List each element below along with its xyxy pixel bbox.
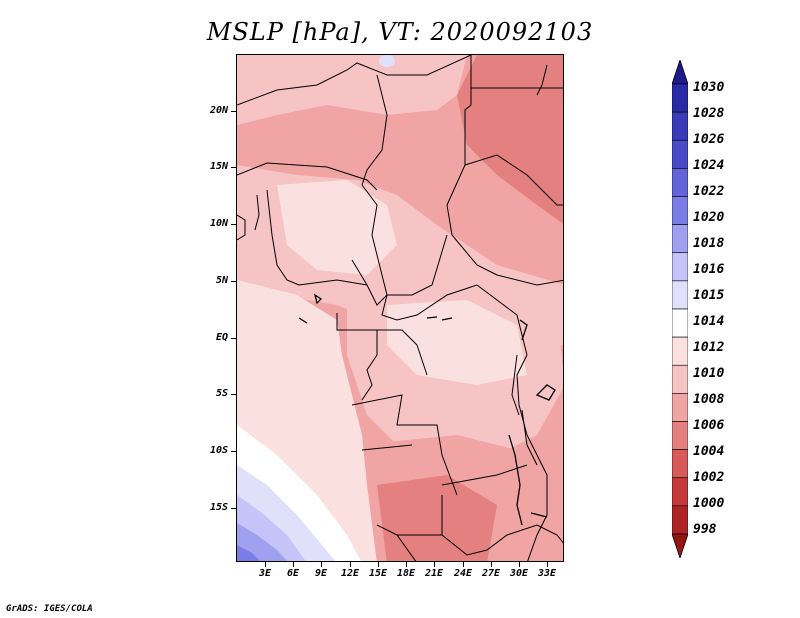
colorbar-swatch (671, 168, 689, 197)
x-axis-label: 3E (258, 568, 272, 579)
colorbar-label: 1012 (693, 340, 725, 355)
colorbar-label: 1026 (693, 132, 725, 147)
colorbar-swatch (671, 111, 689, 141)
x-axis-label: 18E (396, 568, 416, 579)
colorbar-label: 1004 (693, 444, 725, 459)
x-axis-label: 9E (314, 568, 328, 579)
x-axis-label: 6E (286, 568, 300, 579)
y-axis-label: EQ (215, 332, 228, 343)
y-axis-label: 20N (209, 105, 228, 116)
x-axis-tick (491, 562, 492, 567)
colorbar-label: 1008 (693, 392, 725, 407)
map-title: MSLP [hPa], VT: 2020092103 (206, 18, 594, 46)
colorbar-swatch (671, 421, 689, 450)
colorbar-label: 1015 (693, 288, 725, 303)
y-axis-tick (231, 167, 236, 168)
colorbar-swatch (671, 139, 689, 169)
colorbar-label: 1002 (693, 470, 725, 485)
colorbar-label: 1006 (693, 418, 725, 433)
colorbar-swatch (671, 336, 689, 366)
colorbar-label: 1020 (693, 210, 725, 225)
x-axis-tick (293, 562, 294, 567)
x-axis-label: 33E (537, 568, 557, 579)
colorbar-label: 998 (693, 522, 717, 537)
colorbar-swatch (671, 449, 689, 479)
colorbar-label: 1030 (693, 80, 725, 95)
y-axis-label: 10N (209, 218, 228, 229)
colorbar-swatch (671, 364, 689, 394)
colorbar-label: 1016 (693, 262, 725, 277)
colorbar-swatch (671, 308, 689, 338)
y-axis-tick (231, 508, 236, 509)
colorbar-swatch (671, 393, 689, 422)
colorbar-swatch (671, 196, 689, 225)
y-axis-label: 5N (215, 275, 228, 286)
colorbar-swatch (671, 83, 689, 113)
colorbar-label: 1018 (693, 236, 725, 251)
colorbar-label: 1014 (693, 314, 725, 329)
colorbar-label: 1022 (693, 184, 725, 199)
colorbar-label: 1028 (693, 106, 725, 121)
x-axis-label: 30E (509, 568, 529, 579)
colorbar-swatch (671, 252, 689, 282)
pressure-map (236, 54, 564, 562)
x-axis-tick (378, 562, 379, 567)
x-axis-label: 24E (453, 568, 473, 579)
y-axis-label: 15N (209, 161, 228, 172)
x-axis-label: 15E (368, 568, 388, 579)
colorbar-label: 1024 (693, 158, 725, 173)
x-axis-label: 21E (424, 568, 444, 579)
colorbar-swatch (671, 280, 689, 310)
colorbar-swatch (671, 477, 689, 507)
y-axis-tick (231, 111, 236, 112)
colorbar-swatch (671, 224, 689, 254)
credit-text: GrADS: IGES/COLA (6, 604, 93, 614)
pressure-field (237, 55, 563, 561)
y-axis-tick (231, 394, 236, 395)
y-axis-tick (231, 224, 236, 225)
colorbar-swatch (671, 505, 689, 535)
x-axis-tick (321, 562, 322, 567)
y-axis-tick (231, 338, 236, 339)
y-axis-label: 15S (209, 502, 228, 513)
colorbar-label: 1000 (693, 496, 725, 511)
x-axis-tick (547, 562, 548, 567)
colorbar-top-arrow (671, 58, 689, 85)
colorbar (671, 58, 689, 560)
colorbar-swatches (671, 58, 689, 560)
y-axis-label: 5S (215, 388, 228, 399)
y-axis-label: 10S (209, 445, 228, 456)
colorbar-bottom-arrow (671, 533, 689, 560)
x-axis-tick (434, 562, 435, 567)
x-axis-tick (519, 562, 520, 567)
x-axis-label: 27E (481, 568, 501, 579)
y-axis-tick (231, 451, 236, 452)
colorbar-label: 1010 (693, 366, 725, 381)
x-axis-label: 12E (340, 568, 360, 579)
x-axis-tick (265, 562, 266, 567)
x-axis-tick (406, 562, 407, 567)
x-axis-tick (350, 562, 351, 567)
x-axis-tick (463, 562, 464, 567)
y-axis-tick (231, 281, 236, 282)
